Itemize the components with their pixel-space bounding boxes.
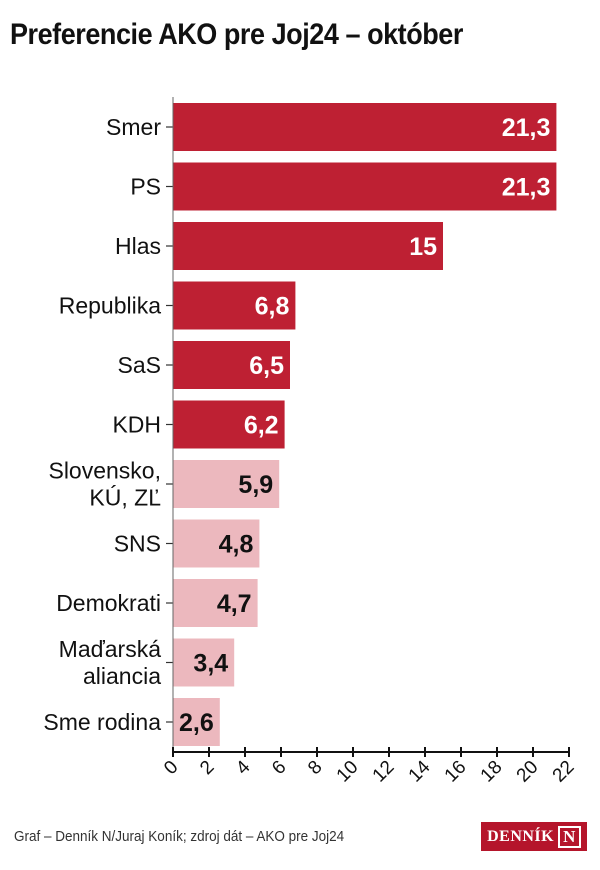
bar (173, 281, 296, 330)
x-tick-label: 18 (477, 757, 507, 787)
value-label: 21,3 (502, 174, 551, 202)
value-label: 5,9 (238, 471, 273, 499)
bar (173, 222, 443, 270)
bar (173, 341, 290, 389)
value-label: 6,5 (249, 352, 284, 380)
category-label: Maďarská aliancia (59, 636, 162, 689)
value-label: 6,8 (255, 293, 290, 321)
dennik-n-logo: DENNÍK N (481, 822, 587, 851)
footer-credit: Graf – Denník N/Juraj Koník; zdroj dát –… (14, 828, 345, 845)
x-tick-label: 20 (513, 757, 543, 787)
category-label: Republika (59, 293, 161, 319)
value-label: 21,3 (502, 114, 551, 142)
category-label: KDH (112, 412, 161, 438)
x-tick-label: 10 (333, 757, 363, 787)
value-label: 15 (409, 233, 437, 261)
bar (173, 698, 220, 746)
chart-title: Preferencie AKO pre Joj24 – október (10, 18, 463, 51)
value-label: 3,4 (193, 650, 228, 678)
bar (173, 162, 557, 211)
value-label: 4,8 (219, 531, 254, 559)
category-label: PS (130, 174, 161, 200)
x-tick-label: 6 (268, 757, 290, 779)
bar (173, 638, 235, 687)
value-label: 4,7 (217, 590, 252, 618)
bar-chart: 21,3 Smer 21,3 PS 15 Hlas 6,8 Republika 6,5 SaS 6,… (43, 97, 579, 787)
x-tick-label: 2 (196, 757, 218, 779)
x-tick-label: 0 (160, 757, 182, 779)
bar (173, 519, 260, 568)
category-label: Smer (106, 114, 161, 140)
x-tick-label: 12 (369, 757, 399, 787)
x-tick-label: 4 (232, 756, 255, 779)
bar (173, 579, 258, 627)
category-label: Sme rodina (43, 709, 161, 735)
value-label: 6,2 (244, 412, 279, 440)
x-tick-label: 8 (304, 757, 326, 779)
bar (173, 400, 285, 449)
category-label: Slovensko, KÚ, ZĽ (48, 458, 161, 511)
category-label: SNS (114, 531, 161, 557)
category-label: Hlas (115, 233, 161, 259)
x-tick-label: 16 (441, 757, 471, 787)
bar (173, 103, 557, 151)
category-label: SaS (118, 352, 161, 378)
x-tick-label: 22 (549, 757, 579, 787)
value-label: 2,6 (179, 709, 214, 737)
bar (173, 460, 280, 508)
x-tick-label: 14 (405, 756, 435, 786)
category-label: Demokrati (56, 590, 161, 616)
